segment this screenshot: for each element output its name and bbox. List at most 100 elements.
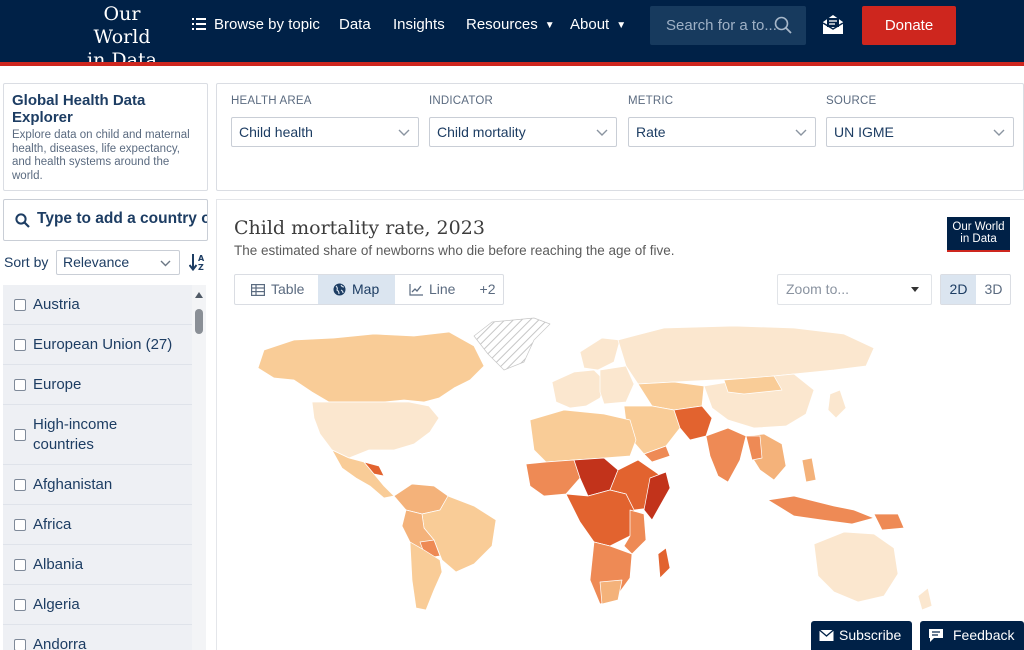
caret-down-icon: ▼ (616, 20, 627, 31)
explorer-controls: HEALTH AREA Child health INDICATOR Child… (216, 83, 1024, 191)
country-name: Algeria (33, 595, 80, 613)
feedback-button[interactable]: Feedback (920, 621, 1024, 650)
subscribe-button[interactable]: Subscribe (811, 621, 912, 650)
nav-browse-label: Browse by topic (214, 16, 320, 33)
region-russia[interactable] (617, 325, 875, 385)
region-madagascar[interactable] (657, 547, 671, 579)
scroll-up-arrow-icon[interactable] (195, 292, 203, 298)
svg-text:A: A (198, 254, 205, 263)
country-list-scrollbar[interactable] (192, 285, 206, 650)
country-item[interactable]: Austria (3, 285, 192, 325)
country-list: Austria European Union (27) Europe High-… (3, 285, 192, 650)
region-papua[interactable] (873, 513, 905, 531)
caret-down-icon: ▼ (544, 20, 555, 31)
region-mongolia[interactable] (723, 375, 783, 395)
country-item[interactable]: Algeria (3, 585, 192, 625)
checkbox[interactable] (14, 428, 26, 441)
tab-line[interactable]: Line (395, 275, 472, 304)
tab-table[interactable]: Table (235, 275, 318, 304)
country-item[interactable]: Africa (3, 505, 192, 545)
nav-resources[interactable]: Resources ▼ (466, 0, 555, 50)
country-item[interactable]: Andorra (3, 625, 192, 650)
zoom-placeholder: Zoom to... (786, 281, 850, 297)
country-name: Austria (33, 295, 80, 313)
sort-by-select[interactable]: Relevance (56, 250, 180, 275)
sort-order-toggle-icon[interactable]: A Z (189, 253, 207, 271)
badge-line-2: in Data (960, 233, 997, 245)
country-name: Africa (33, 515, 72, 533)
region-somalia[interactable] (643, 471, 671, 521)
indicator-value: Child mortality (437, 124, 526, 140)
scrollbar-thumb[interactable] (195, 309, 203, 334)
region-scandinavia[interactable] (579, 337, 621, 371)
list-icon (192, 18, 206, 30)
tab-table-label: Table (271, 281, 305, 297)
region-philippines[interactable] (801, 457, 817, 483)
region-greenland[interactable] (473, 317, 551, 371)
region-new-zealand[interactable] (917, 587, 933, 610)
region-central-america[interactable] (363, 461, 385, 477)
health-area-select[interactable]: Child health (231, 117, 419, 147)
country-name: Afghanistan (33, 475, 113, 493)
region-pakistan-afghanistan[interactable] (673, 405, 713, 441)
region-australia[interactable] (813, 531, 899, 603)
region-myanmar[interactable] (745, 435, 763, 461)
nav-browse-by-topic[interactable]: Browse by topic (192, 0, 320, 50)
country-name: Albania (33, 555, 84, 573)
region-south-africa[interactable] (599, 579, 623, 605)
region-canada[interactable] (257, 331, 485, 403)
nav-resources-label: Resources (466, 16, 538, 33)
zoom-to-select[interactable]: Zoom to... (777, 274, 932, 305)
checkbox[interactable] (14, 298, 26, 311)
metric-select[interactable]: Rate (628, 117, 816, 147)
nav-insights[interactable]: Insights (393, 16, 445, 33)
checkbox[interactable] (14, 478, 26, 491)
caret-down-icon (911, 287, 919, 292)
newsletter-envelope-icon[interactable] (822, 14, 844, 35)
chart-container (216, 199, 1024, 650)
site-search-input[interactable]: Search for a to... (650, 6, 806, 45)
chat-bubble-icon (929, 629, 943, 642)
region-argentina-chile[interactable] (409, 541, 443, 610)
explorer-title: Global Health Data Explorer (12, 92, 146, 126)
chevron-down-icon (993, 129, 1005, 136)
toggle-3d[interactable]: 3D (984, 281, 1003, 297)
owid-badge-logo[interactable]: Our World in Data (947, 217, 1010, 252)
explorer-info-card: Global Health Data Explorer Explore data… (3, 83, 208, 191)
country-item[interactable]: Albania (3, 545, 192, 585)
region-india[interactable] (705, 427, 747, 483)
region-japan[interactable] (827, 389, 847, 419)
checkbox[interactable] (14, 518, 26, 531)
chart-title: Child mortality rate, 2023 (234, 217, 485, 239)
region-indonesia[interactable] (767, 495, 875, 525)
checkbox[interactable] (14, 598, 26, 611)
country-item[interactable]: European Union (27) (3, 325, 192, 365)
metric-label: METRIC (628, 95, 674, 107)
source-select[interactable]: UN IGME (826, 117, 1014, 147)
toggle-2d[interactable]: 2D (941, 275, 976, 304)
checkbox[interactable] (14, 378, 26, 391)
nav-data[interactable]: Data (339, 16, 371, 33)
country-item[interactable]: Afghanistan (3, 465, 192, 505)
checkbox[interactable] (14, 558, 26, 571)
country-item[interactable]: High-income countries (3, 405, 192, 465)
tab-more[interactable]: +2 (479, 281, 496, 297)
tab-map[interactable]: Map (318, 275, 395, 304)
region-eastern-europe[interactable] (599, 365, 635, 405)
region-north-africa[interactable] (529, 409, 637, 463)
donate-button[interactable]: Donate (862, 6, 956, 45)
region-sahel-west[interactable] (525, 459, 581, 497)
indicator-select[interactable]: Child mortality (429, 117, 617, 147)
checkbox[interactable] (14, 338, 26, 351)
country-item[interactable]: Europe (3, 365, 192, 405)
region-western-europe[interactable] (551, 369, 607, 409)
region-mexico[interactable] (331, 449, 395, 499)
region-central-africa[interactable] (565, 489, 635, 547)
indicator-label: INDICATOR (429, 95, 493, 107)
checkbox[interactable] (14, 638, 26, 650)
region-united-states[interactable] (311, 401, 440, 459)
nav-about[interactable]: About ▼ (570, 0, 626, 50)
country-search-input[interactable]: Type to add a country or region (3, 199, 208, 241)
region-yemen[interactable] (643, 445, 671, 463)
world-choropleth-map[interactable] (234, 310, 934, 610)
